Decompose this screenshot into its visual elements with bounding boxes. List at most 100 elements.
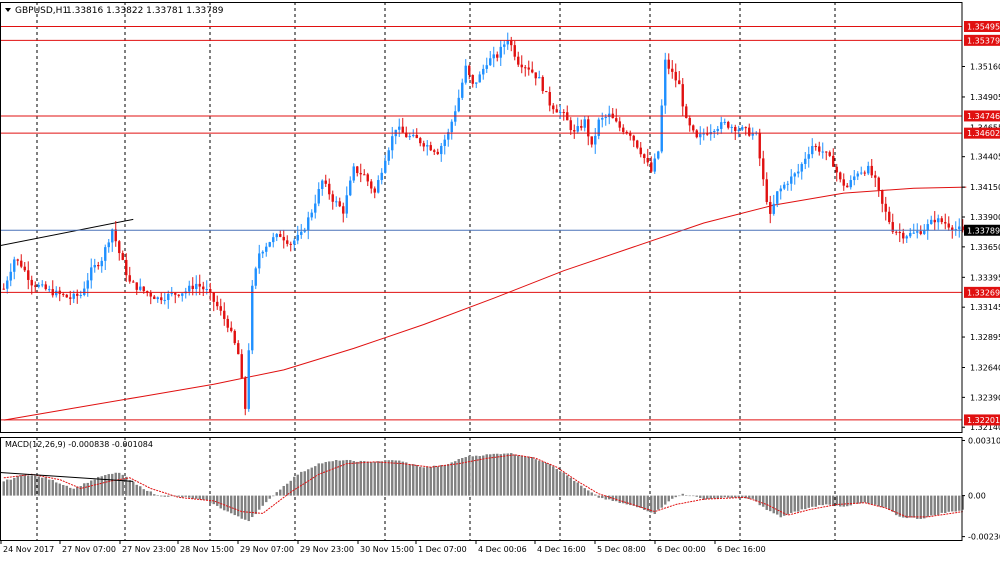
macd-bar bbox=[832, 496, 834, 506]
macd-bar bbox=[678, 496, 680, 497]
x-tick-label: 6 Dec 00:00 bbox=[657, 545, 706, 554]
candle-body bbox=[458, 98, 460, 111]
candle-body bbox=[276, 234, 278, 237]
macd-bar bbox=[153, 494, 155, 495]
x-tick-label: 1 Dec 07:00 bbox=[418, 545, 467, 554]
macd-bar bbox=[255, 496, 257, 514]
candle-body bbox=[111, 229, 113, 242]
candle-body bbox=[790, 176, 792, 183]
x-tick-label: 27 Nov 23:00 bbox=[122, 545, 176, 554]
candle-body bbox=[766, 179, 768, 202]
x-tick-label: 29 Nov 23:00 bbox=[300, 545, 354, 554]
macd-bar bbox=[951, 496, 953, 512]
macd-y-tick-label: 0.00 bbox=[968, 492, 986, 501]
macd-bar bbox=[52, 480, 54, 496]
macd-bar bbox=[657, 496, 659, 510]
candle-body bbox=[80, 295, 82, 296]
candle-body bbox=[818, 146, 820, 151]
candle-body bbox=[671, 69, 673, 72]
candle-body bbox=[3, 289, 5, 290]
macd-bar bbox=[409, 464, 411, 495]
candle-body bbox=[503, 44, 505, 46]
ohlc-label: 1.33816 1.33822 1.33781 1.33789 bbox=[66, 6, 224, 16]
macd-bar bbox=[332, 461, 334, 495]
macd-bar bbox=[157, 495, 159, 496]
macd-bar bbox=[160, 496, 162, 497]
candle-body bbox=[948, 224, 950, 228]
macd-bar bbox=[713, 496, 715, 499]
candle-body bbox=[654, 159, 656, 172]
candle-body bbox=[524, 67, 526, 68]
macd-bar bbox=[916, 496, 918, 519]
candle-body bbox=[234, 331, 236, 343]
candle-body bbox=[871, 166, 873, 175]
macd-bar bbox=[360, 461, 362, 496]
candle-body bbox=[608, 114, 610, 117]
candle-body bbox=[783, 185, 785, 189]
candle-body bbox=[664, 60, 666, 106]
candle-body bbox=[87, 280, 89, 288]
candle-body bbox=[570, 120, 572, 130]
candle-body bbox=[318, 189, 320, 203]
candle-body bbox=[615, 118, 617, 121]
macd-bar bbox=[80, 486, 82, 496]
candle-body bbox=[237, 343, 239, 354]
candle-body bbox=[290, 244, 292, 245]
macd-bar bbox=[206, 496, 208, 501]
macd-bar bbox=[202, 496, 204, 500]
candle-body bbox=[181, 293, 183, 295]
macd-bar bbox=[444, 465, 446, 496]
candle-body bbox=[787, 184, 789, 185]
candle-body bbox=[724, 122, 726, 123]
macd-bar bbox=[790, 496, 792, 513]
macd-bar bbox=[580, 486, 582, 496]
macd-bar bbox=[601, 496, 603, 498]
candle-body bbox=[472, 75, 474, 84]
macd-bar bbox=[237, 496, 239, 517]
macd-bar bbox=[48, 480, 50, 496]
macd-bar bbox=[216, 496, 218, 506]
macd-bar bbox=[566, 475, 568, 495]
macd-bar bbox=[682, 494, 684, 496]
candle-body bbox=[843, 179, 845, 185]
candle-body bbox=[223, 311, 225, 319]
macd-bar bbox=[808, 496, 810, 508]
candle-body bbox=[909, 233, 911, 236]
macd-bar bbox=[752, 496, 754, 499]
candle-body bbox=[762, 158, 764, 179]
macd-bar bbox=[325, 462, 327, 496]
macd-bar bbox=[118, 473, 120, 496]
candle-body bbox=[549, 92, 551, 105]
macd-bar bbox=[822, 496, 824, 506]
macd-bar bbox=[815, 496, 817, 507]
macd-bar bbox=[514, 454, 516, 495]
candle-body bbox=[171, 293, 173, 294]
candle-body bbox=[108, 242, 110, 247]
macd-bar bbox=[370, 462, 372, 495]
y-tick-label: 1.34150 bbox=[970, 183, 1000, 192]
candle-body bbox=[27, 270, 29, 280]
macd-bar bbox=[867, 496, 869, 504]
candle-body bbox=[153, 297, 155, 299]
y-tick-label: 1.34405 bbox=[970, 153, 1000, 162]
macd-bar bbox=[402, 462, 404, 496]
candle-body bbox=[668, 60, 670, 69]
macd-bar bbox=[419, 467, 421, 496]
candle-body bbox=[255, 268, 257, 285]
candle-body bbox=[314, 204, 316, 213]
candle-body bbox=[738, 130, 740, 131]
candle-body bbox=[325, 181, 327, 184]
candle-body bbox=[864, 173, 866, 174]
macd-bar bbox=[892, 496, 894, 512]
macd-bar bbox=[6, 480, 8, 496]
macd-bar bbox=[251, 496, 253, 517]
candle-body bbox=[94, 265, 96, 267]
candle-body bbox=[199, 284, 201, 287]
candle-body bbox=[143, 287, 145, 292]
macd-bar bbox=[73, 489, 75, 496]
candle-body bbox=[104, 247, 106, 261]
candle-body bbox=[10, 272, 12, 281]
x-tick-label: 29 Nov 07:00 bbox=[240, 545, 294, 554]
macd-bar bbox=[846, 496, 848, 507]
